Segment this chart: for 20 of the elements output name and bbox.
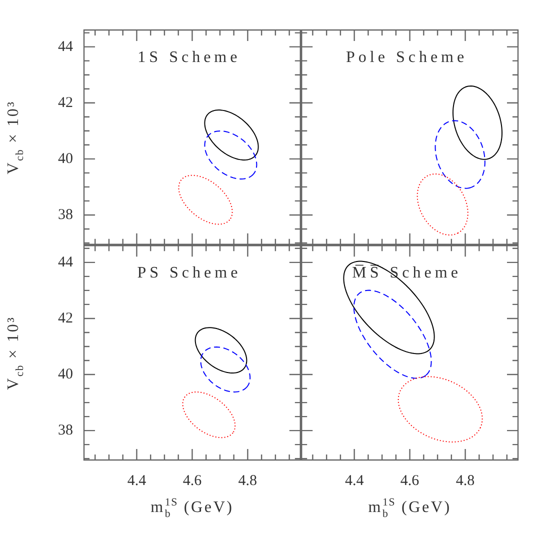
x-tick-label: 4.6	[182, 472, 202, 489]
y-tick-label: 42	[58, 310, 73, 326]
y-tick-label: 38	[58, 206, 73, 223]
text: 1S Scheme	[138, 49, 241, 66]
y-tick-label: 38	[58, 422, 73, 439]
y-tick-label: 44	[58, 38, 74, 55]
x-tick-label: 4.6	[400, 472, 420, 489]
text: M̅S̅ Scheme	[352, 264, 462, 282]
x-tick-label: 4.8	[238, 472, 258, 489]
y-axis-title: Vcb × 10³	[5, 316, 26, 390]
x-tick-label: 4.8	[456, 472, 475, 489]
y-axis-title: Vcb × 10³	[5, 100, 26, 174]
y-tick-label: 40	[58, 366, 73, 382]
y-tick-label: 42	[58, 94, 73, 111]
y-tick-label: 44	[58, 254, 74, 270]
x-tick-label: 4.4	[344, 472, 364, 489]
y-tick-label: 40	[58, 150, 73, 167]
x-tick-label: 4.4	[127, 472, 147, 489]
text: Pole Scheme	[346, 49, 468, 66]
text: PS Scheme	[137, 264, 242, 282]
